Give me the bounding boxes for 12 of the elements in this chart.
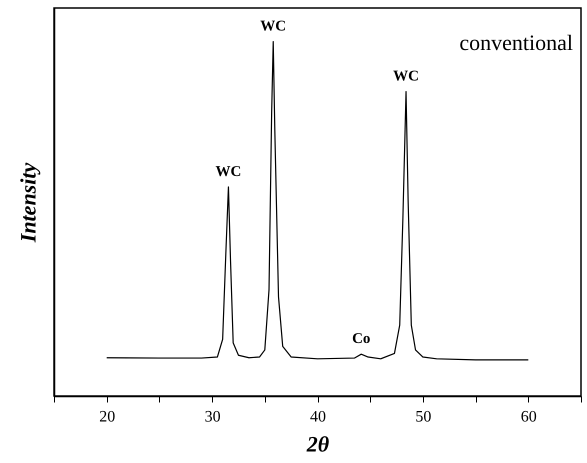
x-tick-label: 60 — [520, 408, 537, 426]
annotation: conventional — [459, 30, 573, 55]
y-axis-title: Intensity — [16, 162, 40, 244]
annotation: WC — [393, 68, 419, 85]
annotation: WC — [216, 164, 242, 180]
annotation: WC — [260, 18, 286, 35]
x-tick-label: 20 — [99, 408, 116, 426]
annotation: Co — [352, 331, 370, 348]
x-axis-title: 2θ — [306, 432, 330, 456]
x-tick-label: 50 — [415, 408, 432, 426]
x-tick-label: 40 — [310, 408, 326, 426]
x-tick-label: 30 — [204, 408, 221, 426]
